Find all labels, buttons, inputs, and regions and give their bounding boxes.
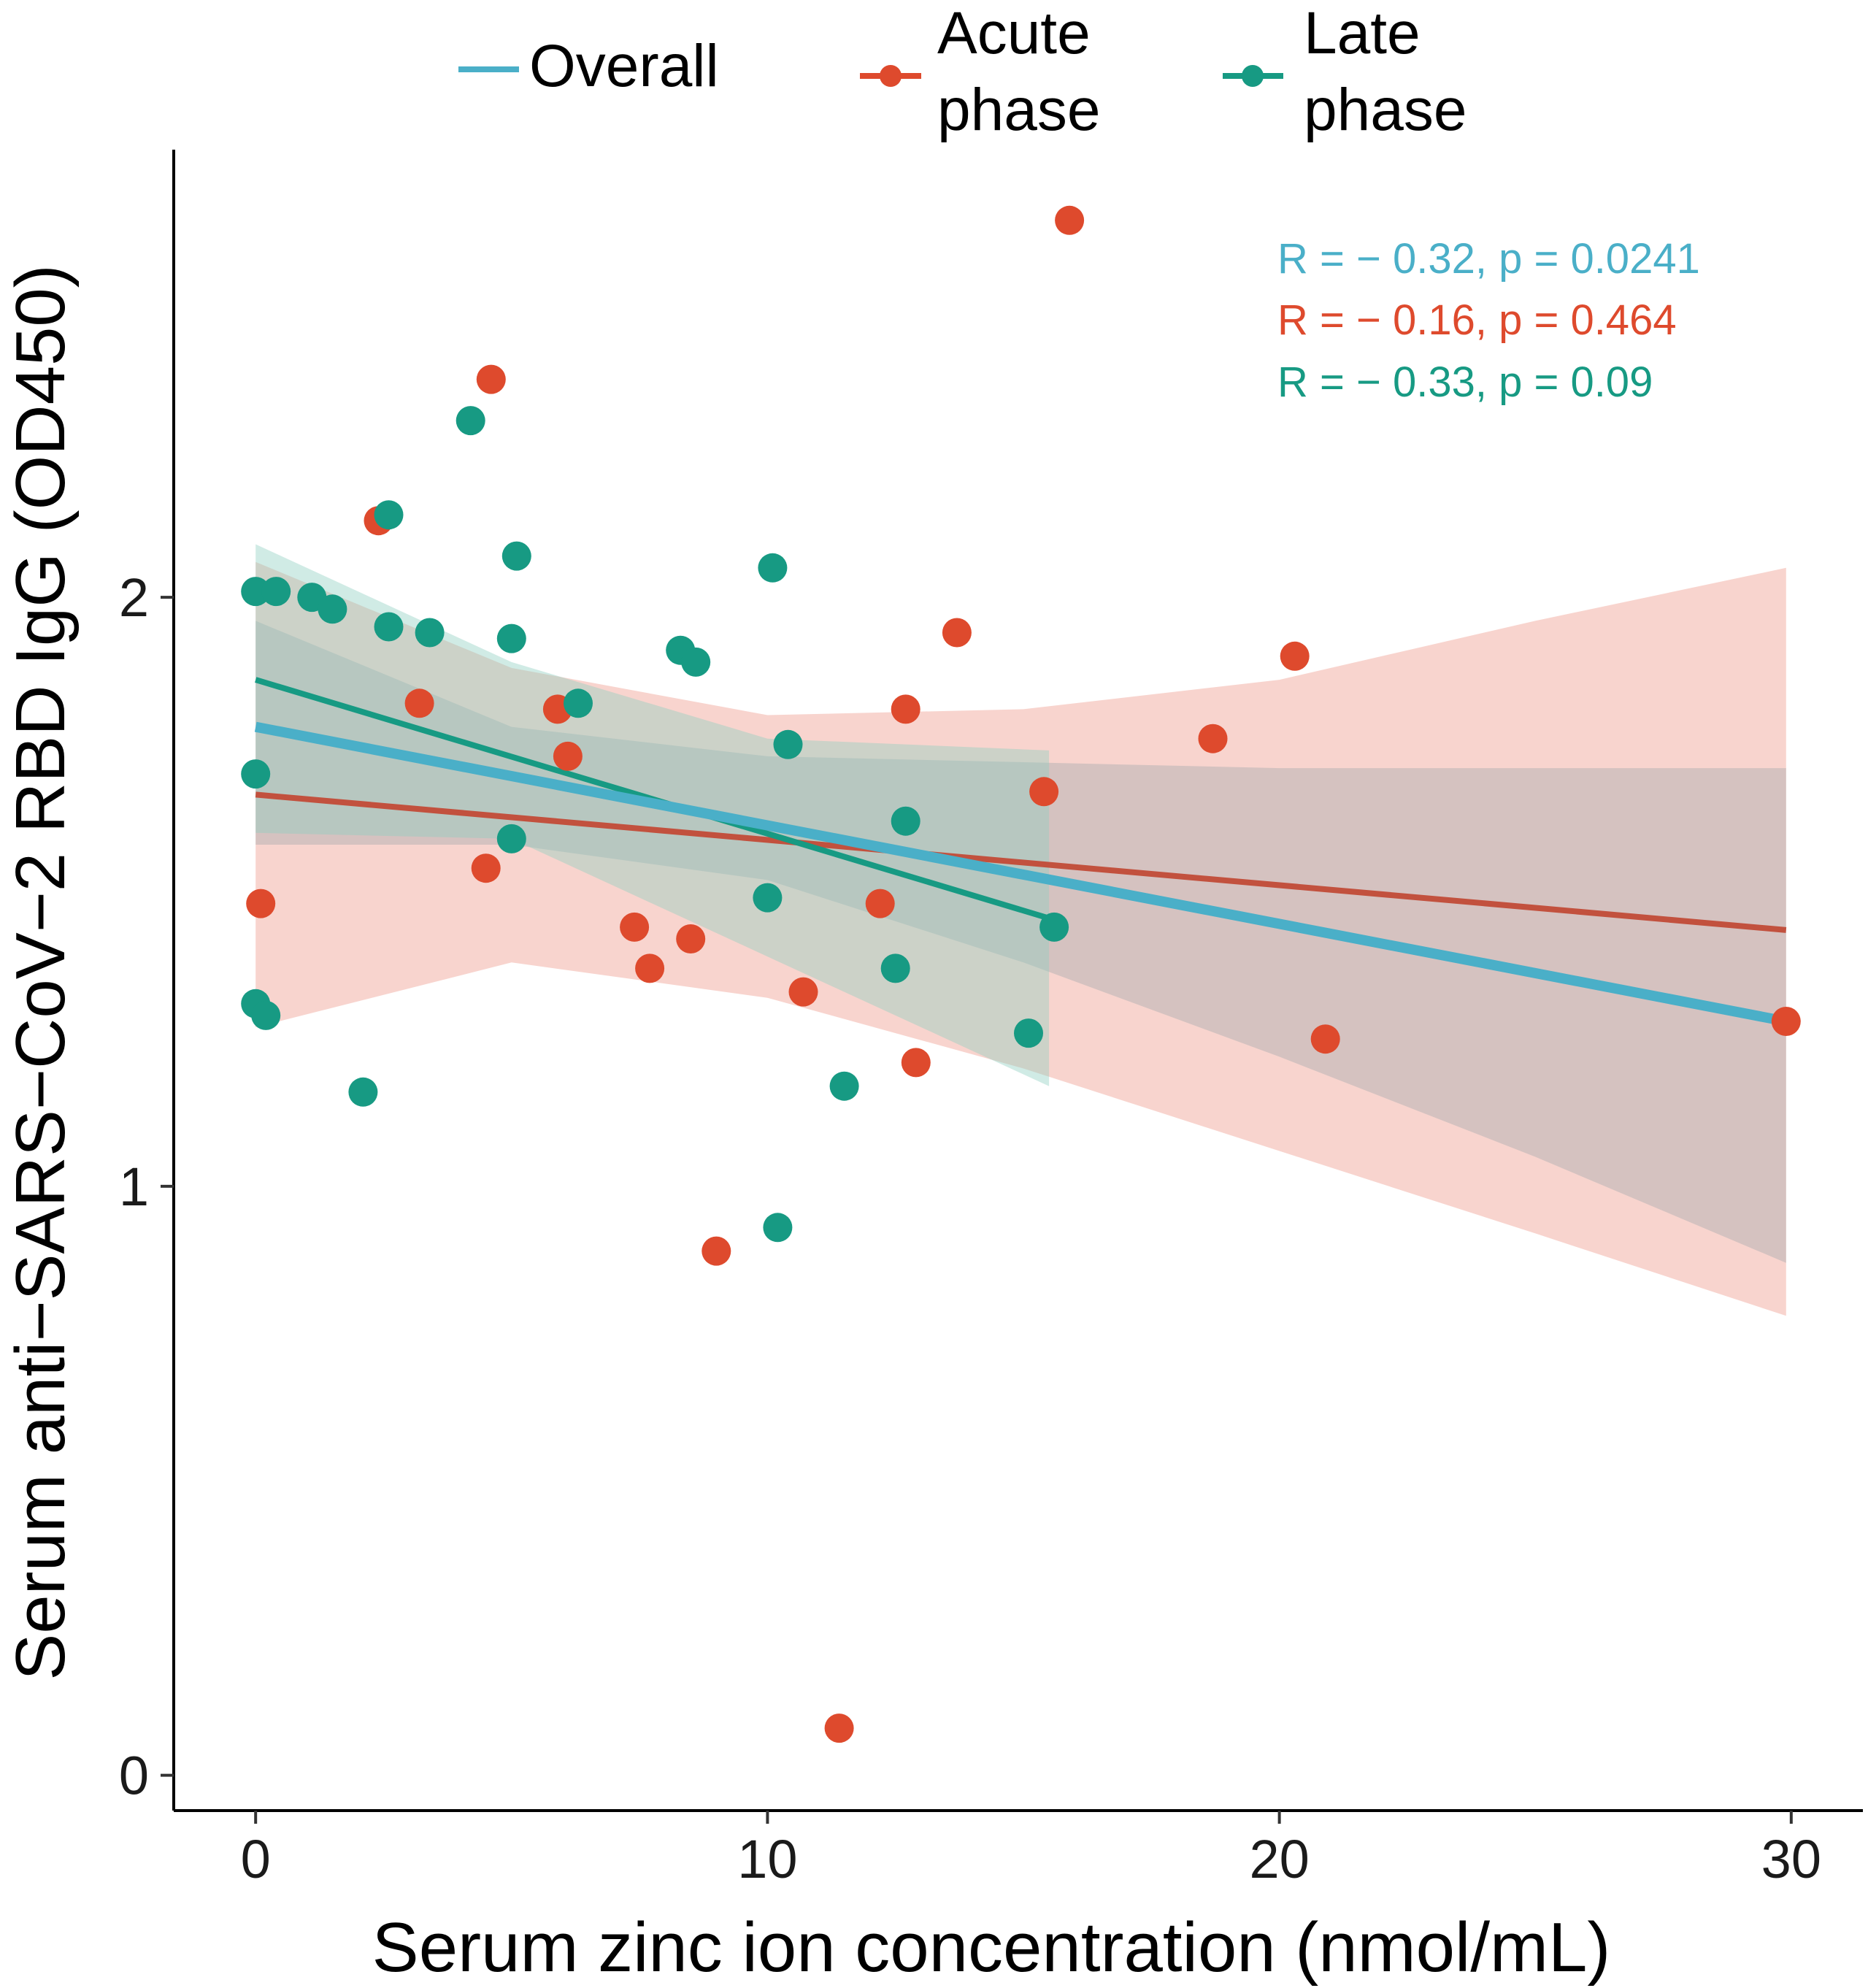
point-late: [496, 623, 526, 653]
point-acute: [471, 853, 501, 883]
point-late: [880, 953, 910, 983]
legend-label-acute-line2: phase: [937, 77, 1100, 143]
point-acute: [1771, 1007, 1801, 1036]
stat-acute: R = − 0.16, p = 0.464: [1277, 296, 1677, 344]
point-late: [681, 647, 711, 677]
correlation-stats: R = − 0.32, p = 0.0241 R = − 0.16, p = 0…: [1277, 235, 1700, 406]
point-late: [829, 1071, 859, 1101]
point-late: [318, 594, 347, 624]
point-late: [251, 1000, 281, 1030]
point-late: [456, 406, 485, 436]
point-acute: [1280, 641, 1310, 671]
point-acute: [1198, 724, 1228, 753]
point-acute: [635, 953, 665, 983]
point-acute: [1055, 205, 1085, 235]
legend-item-overall: Overall: [458, 33, 719, 99]
legend-item-late: Late phase: [1223, 0, 1467, 143]
point-late: [241, 759, 271, 789]
ci-band-overall: [255, 621, 1786, 1263]
point-acute: [676, 924, 706, 953]
point-acute: [824, 1713, 854, 1743]
point-late: [374, 612, 404, 642]
ci-band-acute: [255, 561, 1786, 1316]
point-acute: [620, 912, 650, 942]
point-late: [758, 553, 788, 583]
point-late: [1039, 912, 1069, 942]
legend-label-late-line1: Late: [1304, 0, 1421, 66]
y-tick-label: 2: [119, 567, 149, 628]
legend: Overall Acute phase Late phase: [458, 0, 1467, 143]
point-late: [763, 1213, 793, 1243]
x-axis-ticks: 0 10 20 30: [241, 1811, 1821, 1889]
x-tick-label: 20: [1249, 1829, 1309, 1889]
fit-line-overall: [254, 721, 1788, 1026]
point-acute: [1310, 1024, 1340, 1054]
axes: 0 10 20 30 0 1 2 Serum zinc ion concentration…: [1, 150, 1863, 1987]
point-acute: [1029, 777, 1059, 807]
legend-item-acute: Acute phase: [860, 0, 1100, 143]
x-tick-label: 0: [241, 1829, 271, 1889]
stat-overall: R = − 0.32, p = 0.0241: [1277, 235, 1700, 283]
point-late: [891, 806, 920, 836]
regression-lines: [254, 677, 1788, 1026]
point-acute: [476, 364, 506, 394]
point-late: [348, 1077, 378, 1107]
data-points: [241, 205, 1801, 1743]
legend-label-overall: Overall: [529, 33, 719, 99]
point-late: [415, 618, 445, 648]
point-acute: [702, 1236, 731, 1266]
point-acute: [865, 889, 895, 918]
point-late: [773, 729, 803, 759]
point-acute: [901, 1048, 931, 1078]
point-late: [564, 688, 593, 718]
point-late: [261, 577, 291, 607]
y-axis-title: Serum anti−SARS−CoV−2 RBD IgG (OD450): [1, 264, 80, 1681]
legend-marker-late: [1242, 65, 1264, 87]
legend-marker-acute: [880, 65, 902, 87]
point-late: [241, 577, 271, 607]
point-acute: [404, 688, 434, 718]
y-axis-ticks: 0 1 2: [119, 567, 174, 1806]
confidence-bands: [255, 544, 1786, 1316]
fit-line-acute: [255, 791, 1787, 933]
x-axis-title: Serum zinc ion concentration (nmol/mL): [372, 1908, 1611, 1987]
point-late: [501, 541, 531, 571]
legend-label-late-line2: phase: [1304, 77, 1467, 143]
legend-label-acute-line1: Acute: [937, 0, 1091, 66]
point-late: [753, 883, 783, 913]
point-late: [1014, 1018, 1043, 1048]
point-late: [496, 824, 526, 853]
x-tick-label: 30: [1761, 1829, 1821, 1889]
ci-band-late: [255, 544, 1050, 1086]
point-acute: [788, 977, 818, 1007]
stat-late: R = − 0.33, p = 0.09: [1277, 358, 1653, 406]
point-late: [374, 500, 404, 530]
point-acute: [246, 889, 276, 918]
point-acute: [942, 618, 972, 648]
x-tick-label: 10: [737, 1829, 797, 1889]
point-acute: [891, 694, 920, 724]
y-tick-label: 0: [119, 1746, 149, 1806]
point-acute: [553, 741, 583, 771]
y-tick-label: 1: [119, 1156, 149, 1217]
